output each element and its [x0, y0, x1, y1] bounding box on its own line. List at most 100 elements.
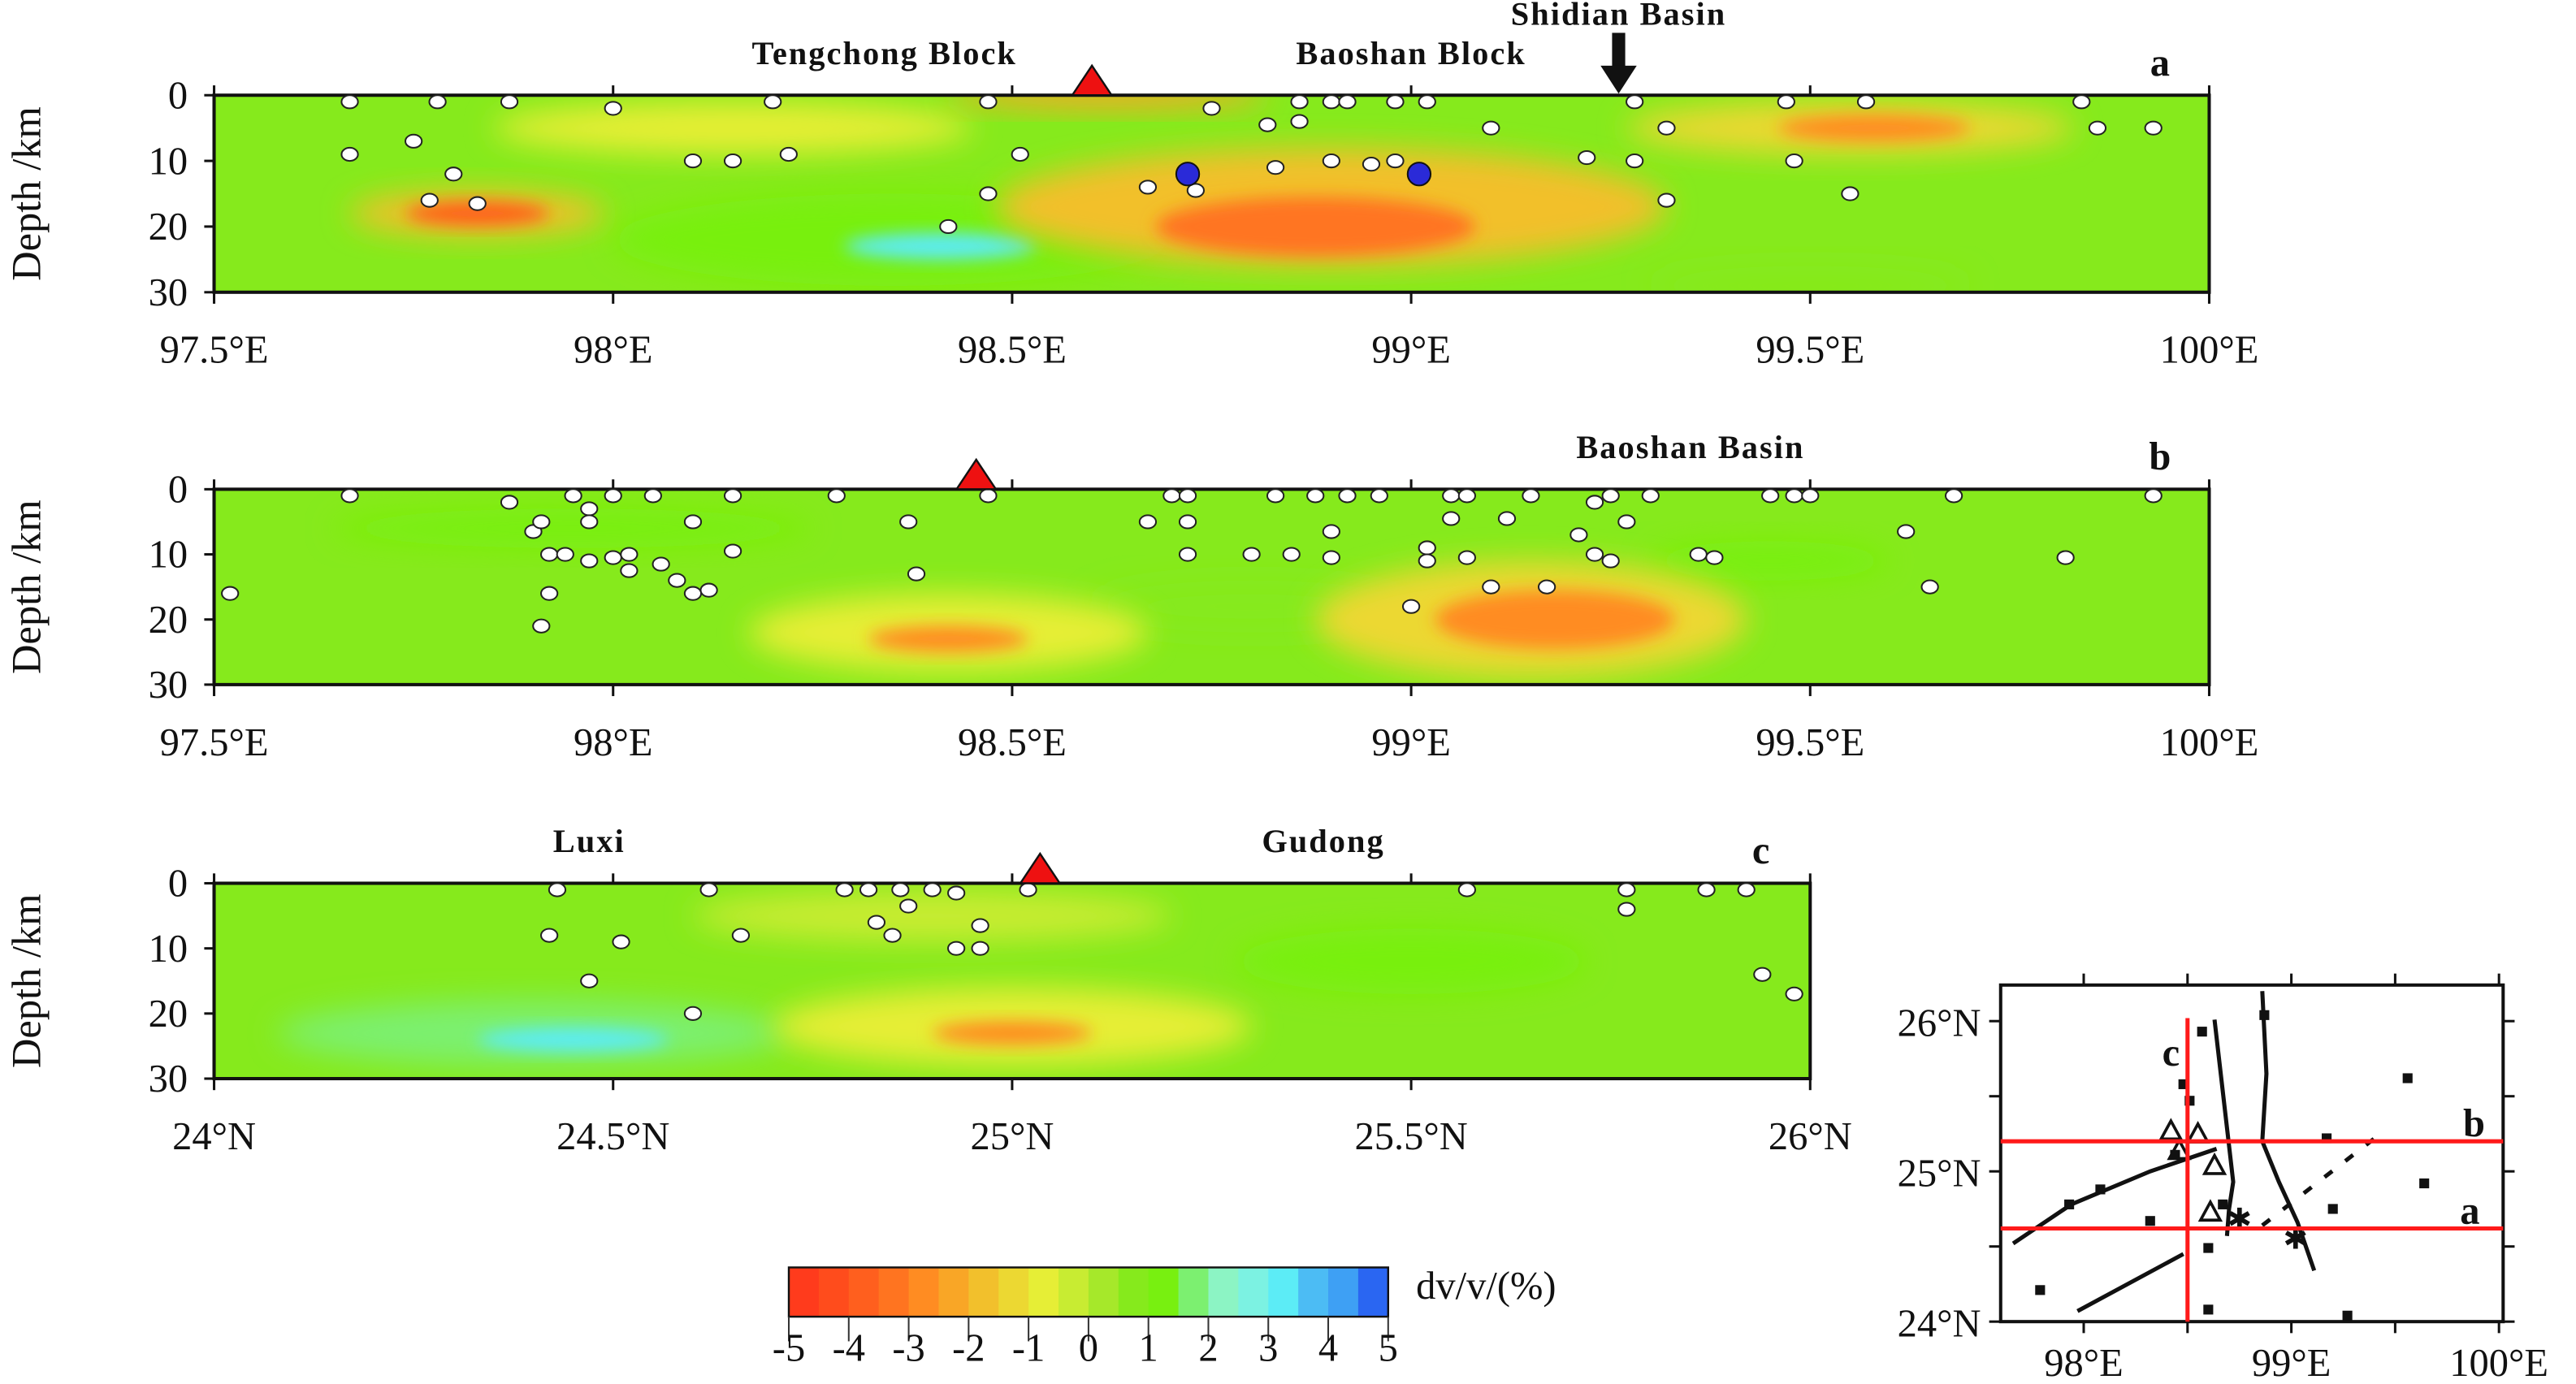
- earthquake-marker: [1266, 160, 1285, 175]
- y-tick-label: 30: [149, 664, 188, 707]
- velocity-anomaly: [868, 625, 1028, 652]
- colorbar-swatch: [818, 1267, 850, 1317]
- colorbar-swatch: [998, 1267, 1030, 1317]
- earthquake-marker: [548, 882, 567, 897]
- earthquake-marker: [1338, 488, 1357, 504]
- earthquake-marker: [1785, 153, 1803, 169]
- y-tick-label: 20: [149, 993, 188, 1036]
- velocity-anomaly: [405, 201, 550, 226]
- panel-c: 0 10 20 30 Depth /km 24°N 24.5°N 25°N 25.5°N 26°N…: [3, 823, 1851, 1158]
- colorbar-tick-label: 0: [1079, 1327, 1098, 1370]
- colorbar-swatch: [1357, 1267, 1389, 1317]
- earthquake-star-icon: ✱: [2227, 1204, 2251, 1236]
- earthquake-marker: [1626, 153, 1644, 169]
- earthquake-marker: [643, 488, 662, 504]
- earthquake-marker: [1601, 488, 1620, 504]
- region-label: Baoshan Block: [1296, 35, 1526, 71]
- map-y-tick-label: 24°N: [1898, 1302, 1981, 1345]
- earthquake-marker: [859, 882, 878, 897]
- earthquake-marker: [1178, 488, 1197, 504]
- profile-label: c: [2163, 1032, 2180, 1075]
- colorbar-swatch: [1208, 1267, 1240, 1317]
- earthquake-marker: [1777, 94, 1795, 110]
- earthquake-marker: [1162, 488, 1181, 504]
- earthquake-marker: [1585, 495, 1604, 510]
- y-axis-label: Depth /km: [3, 893, 49, 1068]
- earthquake-marker: [1418, 94, 1436, 110]
- earthquake-marker: [827, 488, 846, 504]
- earthquake-marker: [580, 514, 599, 530]
- y-tick-label: 0: [168, 74, 188, 117]
- earthquake-marker: [500, 94, 519, 110]
- earthquake-marker: [1801, 488, 1820, 504]
- earthquake-marker: [971, 941, 989, 956]
- colorbar-tick-label: 3: [1258, 1327, 1278, 1370]
- panel-frame: [212, 93, 2211, 294]
- y-tick-label: 0: [168, 469, 188, 512]
- panel-b: 0 10 20 30 Depth /km 97.5°E 98°E 98.5°E 99°E 99.5…: [3, 429, 2258, 764]
- station-marker: [2203, 1304, 2214, 1315]
- earthquake-marker: [500, 495, 519, 510]
- earthquake-marker: [1202, 101, 1221, 116]
- earthquake-marker: [532, 618, 551, 634]
- velocity-field: [214, 95, 2210, 292]
- earthquake-marker: [1626, 94, 1644, 110]
- earthquake-marker: [668, 573, 686, 588]
- station-marker: [2203, 1243, 2214, 1253]
- profile-label: a: [2460, 1189, 2479, 1232]
- location-map: 98°E 99°E 100°E24°N25°N26°N✱✱cba: [1898, 973, 2548, 1384]
- earthquake-marker: [1418, 553, 1436, 569]
- earthquake-marker: [620, 563, 639, 578]
- earthquake-marker: [1841, 186, 1859, 201]
- earthquake-marker: [340, 488, 359, 504]
- region-label: Tengchong Block: [752, 35, 1017, 71]
- velocity-anomaly: [948, 95, 1268, 109]
- colorbar-swatch: [1238, 1267, 1270, 1317]
- x-tick-label: 99.5°E: [1756, 329, 1864, 372]
- map-y-tick-label: 25°N: [1898, 1152, 1981, 1195]
- earthquake-marker: [604, 488, 622, 504]
- down-arrow-icon: [1600, 65, 1637, 94]
- x-tick-label: 26°N: [1769, 1115, 1852, 1158]
- map-y-tick-label: 26°N: [1898, 1001, 1981, 1044]
- earthquake-marker: [1617, 902, 1636, 917]
- earthquake-marker: [340, 146, 359, 162]
- colorbar-label: dv/v/(%): [1416, 1265, 1556, 1308]
- colorbar-swatch: [1088, 1267, 1119, 1317]
- colorbar-swatch: [848, 1267, 880, 1317]
- y-axis-label: Depth /km: [3, 106, 49, 281]
- x-tick-label: 98°E: [574, 721, 653, 764]
- station-marker: [2419, 1178, 2430, 1189]
- earthquake-marker: [556, 547, 574, 562]
- earthquake-marker: [1322, 550, 1340, 565]
- earthquake-marker: [1178, 514, 1197, 530]
- earthquake-marker: [971, 918, 989, 933]
- earthquake-marker: [340, 94, 359, 110]
- earthquake-marker: [1266, 488, 1285, 504]
- colorbar-tick-label: 2: [1198, 1327, 1218, 1370]
- earthquake-marker: [1785, 488, 1803, 504]
- velocity-anomaly: [1650, 541, 1890, 581]
- earthquake-marker: [1457, 488, 1476, 504]
- colorbar-swatch: [1059, 1267, 1089, 1317]
- x-tick-label: 97.5°E: [160, 721, 269, 764]
- panel-letter: b: [2149, 435, 2171, 478]
- earthquake-marker: [683, 153, 703, 169]
- earthquake-marker: [1370, 488, 1388, 504]
- velocity-anomaly: [1435, 590, 1675, 649]
- earthquake-marker: [1322, 94, 1340, 110]
- earthquake-marker: [2056, 550, 2075, 565]
- y-tick-label: 20: [149, 205, 188, 249]
- y-tick-label: 10: [149, 534, 188, 577]
- x-tick-label: 99°E: [1371, 329, 1451, 372]
- station-marker: [2259, 1010, 2270, 1020]
- map-x-tick-label: 100°E: [2449, 1342, 2548, 1384]
- station-marker: [2064, 1199, 2075, 1209]
- x-tick-label: 99.5°E: [1756, 721, 1864, 764]
- earthquake-marker: [683, 1006, 703, 1021]
- fault-line: [2076, 1252, 2184, 1313]
- earthquake-marker: [2144, 120, 2163, 136]
- earthquake-marker: [1306, 488, 1325, 504]
- earthquake-marker: [652, 556, 670, 572]
